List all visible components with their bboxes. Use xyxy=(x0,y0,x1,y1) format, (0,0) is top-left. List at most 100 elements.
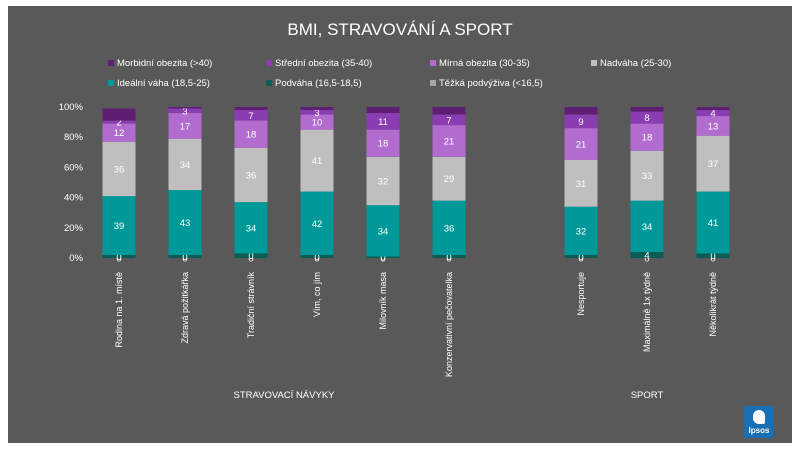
data-label: 42 xyxy=(312,219,323,230)
data-label: 0 xyxy=(446,252,451,263)
data-label: 7 xyxy=(248,111,253,122)
data-label: 18 xyxy=(246,130,257,141)
data-label: 0 xyxy=(710,254,715,265)
bar-segment xyxy=(630,107,664,112)
bar-segment xyxy=(102,254,136,258)
bar-segment xyxy=(168,113,202,139)
data-label: 37 xyxy=(708,159,719,170)
legend-swatch xyxy=(108,60,114,66)
bar-segment xyxy=(432,156,466,201)
category-label: Milovník masa xyxy=(378,272,388,330)
data-label: 18 xyxy=(378,139,389,150)
bar-segment xyxy=(366,256,400,258)
bar-segment xyxy=(102,123,136,142)
y-tick-label: 60% xyxy=(64,162,84,173)
data-label: 31 xyxy=(576,179,587,190)
bar-segment xyxy=(300,110,334,115)
legend-swatch xyxy=(430,60,436,66)
bar-segment xyxy=(366,107,400,114)
data-label: 21 xyxy=(576,139,587,150)
data-label: 7 xyxy=(446,115,451,126)
data-label: 0 xyxy=(248,251,253,262)
data-label: 9 xyxy=(578,117,583,128)
stacked-bar-chart: Morbidní obezita (>40) Střední obezita (3… xyxy=(59,58,730,401)
legend-swatch xyxy=(591,60,597,66)
bar-segment xyxy=(234,253,268,258)
bar-segment xyxy=(366,113,400,130)
category-label: Maximálně 1x týdně xyxy=(642,272,652,352)
category-label: Zdravá požitkářka xyxy=(180,272,190,344)
bar-segment xyxy=(102,141,136,197)
data-label: 34 xyxy=(378,226,389,237)
data-label: 36 xyxy=(444,223,455,234)
group-label: SPORT xyxy=(631,390,664,401)
data-label: 34 xyxy=(642,222,653,233)
bar-segment xyxy=(366,205,400,257)
bar-segment xyxy=(234,110,268,121)
legend-label: Mírná obezita (30-35) xyxy=(439,58,530,69)
bar-segment xyxy=(696,191,730,254)
data-label: 0 xyxy=(248,254,253,265)
group-label: STRAVOVACÍ NÁVYKY xyxy=(233,390,335,401)
data-label: 0 xyxy=(380,253,385,264)
category-label: Tradiční strávník xyxy=(246,272,256,339)
data-label: 21 xyxy=(444,136,455,147)
data-label: 2 xyxy=(116,118,121,129)
bar-segment xyxy=(300,107,334,111)
data-label: 11 xyxy=(378,117,388,128)
y-tick-label: 40% xyxy=(64,193,84,204)
data-label: 39 xyxy=(114,221,125,232)
bar-segment xyxy=(102,108,136,121)
data-label: 10 xyxy=(312,118,323,129)
bar-segment xyxy=(300,114,334,130)
data-label: 0 xyxy=(116,252,121,263)
data-label: 0 xyxy=(116,254,121,265)
data-label: 4 xyxy=(710,109,715,120)
bar-segment xyxy=(564,114,598,129)
bar-segment xyxy=(432,114,466,126)
bar-segment xyxy=(696,107,730,111)
data-label: 8 xyxy=(644,113,649,124)
data-label: 32 xyxy=(576,226,587,237)
legend-label: Ideální váha (18,5-25) xyxy=(117,78,210,89)
bar-segment xyxy=(630,150,664,201)
legend-label: Morbidní obezita (>40) xyxy=(117,58,212,69)
bar-segment xyxy=(432,107,466,115)
data-label: 0 xyxy=(182,254,187,265)
bar-segment xyxy=(564,206,598,255)
data-label: 43 xyxy=(180,218,191,229)
bar-segment xyxy=(234,120,268,148)
chart-frame: BMI, STRAVOVÁNÍ A SPORT Morbidní obezita… xyxy=(8,6,792,443)
data-label: 4 xyxy=(644,250,649,261)
bar-segment xyxy=(630,123,664,151)
legend-label: Těžká podvýživa (<16,5) xyxy=(439,78,543,89)
bar-segment xyxy=(168,254,202,258)
bar-segment xyxy=(168,108,202,114)
category-label: Konzervativní pečovatelka xyxy=(444,272,454,377)
data-label: 29 xyxy=(444,174,455,185)
legend-label: Střední obezita (35-40) xyxy=(275,58,372,69)
bar-segment xyxy=(432,254,466,258)
data-label: 13 xyxy=(708,121,719,132)
bar-segment xyxy=(168,138,202,191)
data-label: 12 xyxy=(114,128,125,139)
data-label: 0 xyxy=(314,254,319,265)
bar-segment xyxy=(366,156,400,206)
data-label: 32 xyxy=(378,176,389,187)
data-label: 0 xyxy=(182,252,187,263)
ipsos-logo-text: Ipsos xyxy=(748,426,770,435)
data-label: 3 xyxy=(314,108,319,119)
data-label: 0 xyxy=(446,254,451,265)
legend-label: Nadváha (25-30) xyxy=(600,58,671,69)
data-label: 36 xyxy=(114,164,125,175)
bar-segment xyxy=(234,107,268,111)
bar-segment xyxy=(432,125,466,157)
data-label: 33 xyxy=(642,171,653,182)
bar-segment xyxy=(564,159,598,207)
bar-segment xyxy=(234,202,268,254)
category-label: Rodina na 1. místě xyxy=(114,272,124,348)
legend-label: Podváha (16,5-18,5) xyxy=(275,78,362,89)
chart-title: BMI, STRAVOVÁNÍ A SPORT xyxy=(287,20,513,39)
data-label: 41 xyxy=(312,156,323,167)
bar-segment xyxy=(168,107,202,109)
